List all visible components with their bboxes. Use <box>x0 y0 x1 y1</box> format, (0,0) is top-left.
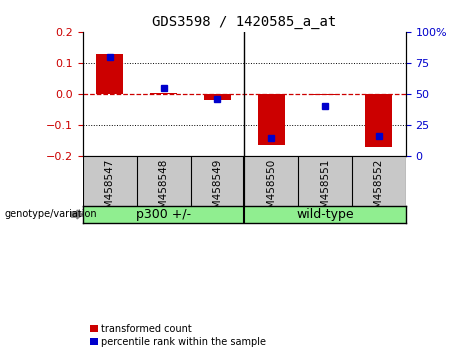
Legend: transformed count, percentile rank within the sample: transformed count, percentile rank withi… <box>88 322 268 349</box>
Bar <box>365 94 392 147</box>
Text: GSM458548: GSM458548 <box>159 159 169 222</box>
Bar <box>258 94 284 145</box>
Text: GSM458549: GSM458549 <box>213 159 223 222</box>
Bar <box>96 53 123 94</box>
Text: genotype/variation: genotype/variation <box>5 210 97 219</box>
Text: GSM458547: GSM458547 <box>105 159 115 222</box>
Text: wild-type: wild-type <box>296 208 354 221</box>
Text: p300 +/-: p300 +/- <box>136 208 191 221</box>
Text: GSM458552: GSM458552 <box>374 159 384 222</box>
Bar <box>204 94 231 100</box>
Bar <box>150 93 177 94</box>
Text: GSM458551: GSM458551 <box>320 159 330 222</box>
Bar <box>312 94 338 95</box>
Title: GDS3598 / 1420585_a_at: GDS3598 / 1420585_a_at <box>152 16 337 29</box>
Text: GSM458550: GSM458550 <box>266 159 276 222</box>
